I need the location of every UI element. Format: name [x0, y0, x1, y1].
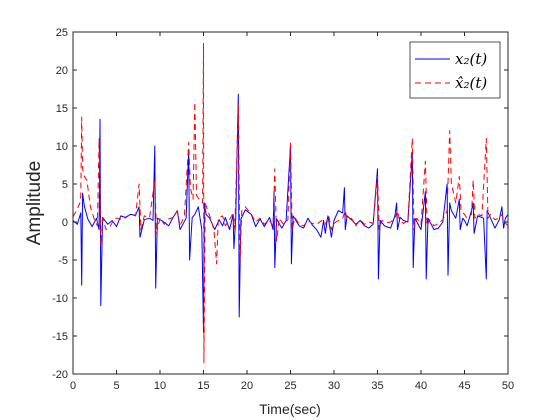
series-line-x2-hat — [72, 42, 509, 364]
y-tick-label: 0 — [62, 217, 68, 229]
x-tick-label: 40 — [415, 380, 427, 392]
y-tick-label: 15 — [56, 103, 68, 115]
y-tick-label: 20 — [56, 65, 68, 77]
x-tick-label: 20 — [241, 380, 253, 392]
x-tick-label: 10 — [154, 380, 166, 392]
x-tick-label: 25 — [284, 380, 296, 392]
legend: x₂(t) x̂₂(t) — [409, 41, 501, 99]
y-tick-label: -10 — [52, 293, 68, 305]
x-axis-label: Time(sec) — [259, 401, 321, 417]
y-tick-label: 5 — [62, 179, 68, 191]
y-axis-label: Amplitude — [24, 161, 45, 246]
legend-label-x2: x₂(t) — [455, 50, 487, 68]
y-tick-label: -20 — [52, 369, 68, 381]
series-line-x2 — [72, 93, 509, 333]
x-tick-label: 15 — [197, 380, 209, 392]
ticks-layer: 0 5 10 15 20 25 30 35 40 45 50 -20 -15 -10 -5 0 5 10 15 20 2… — [52, 27, 514, 392]
x-tick-label: 35 — [371, 380, 383, 392]
series-layer — [72, 42, 509, 364]
x-tick-label: 0 — [70, 380, 76, 392]
y-tick-label: -5 — [58, 255, 68, 267]
x-tick-label: 5 — [113, 380, 119, 392]
legend-box — [409, 41, 501, 99]
y-tick-label: 10 — [56, 141, 68, 153]
x-tick-label: 50 — [502, 380, 514, 392]
y-tick-label: 25 — [56, 27, 68, 39]
x-tick-label: 30 — [328, 380, 340, 392]
y-tick-label: -15 — [52, 331, 68, 343]
x-tick-label: 45 — [458, 380, 470, 392]
legend-label-x2-hat: x̂₂(t) — [455, 74, 487, 92]
